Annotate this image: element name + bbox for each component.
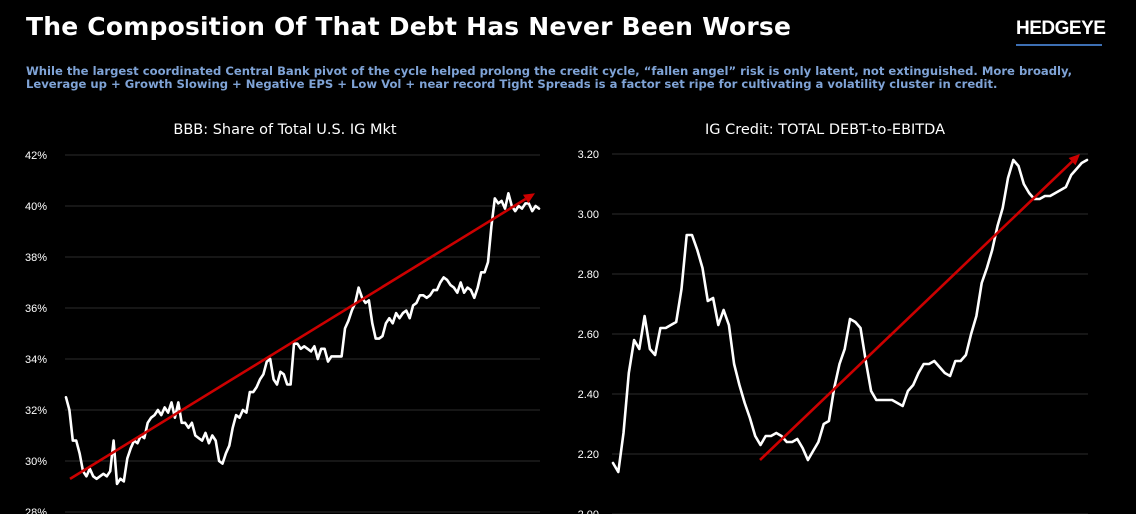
chart-title: BBB: Share of Total U.S. IG Mkt (173, 122, 397, 138)
y-tick-label: 2.00 (578, 509, 599, 514)
y-tick-label: 2.40 (578, 389, 599, 401)
y-tick-label: 34% (25, 354, 47, 366)
y-tick-label: 38% (25, 252, 47, 264)
trend-arrowhead (1068, 154, 1080, 166)
trend-line (69, 197, 527, 480)
brand-underline (1016, 44, 1102, 46)
trend-arrowhead (523, 193, 535, 204)
y-tick-label: 2.60 (578, 329, 599, 341)
y-tick-label: 36% (25, 303, 47, 315)
y-tick-label: 28% (25, 507, 47, 514)
page-title: The Composition Of That Debt Has Never B… (26, 12, 792, 41)
y-tick-label: 42% (25, 150, 47, 162)
series-line (64, 192, 541, 486)
y-tick-label: 32% (25, 405, 47, 417)
y-tick-label: 3.00 (578, 209, 599, 221)
y-tick-label: 2.20 (578, 449, 599, 461)
y-tick-label: 3.20 (578, 149, 599, 161)
y-tick-label: 40% (25, 201, 47, 213)
chart-title: IG Credit: TOTAL DEBT-to-EBITDA (705, 122, 945, 138)
brand-logo: HEDGEYE (1016, 18, 1106, 39)
y-tick-label: 30% (25, 456, 47, 468)
series-line (611, 158, 1089, 474)
y-tick-label: 2.80 (578, 269, 599, 281)
page-subtitle: While the largest coordinated Central Ba… (26, 64, 1073, 91)
trend-line (759, 160, 1073, 461)
